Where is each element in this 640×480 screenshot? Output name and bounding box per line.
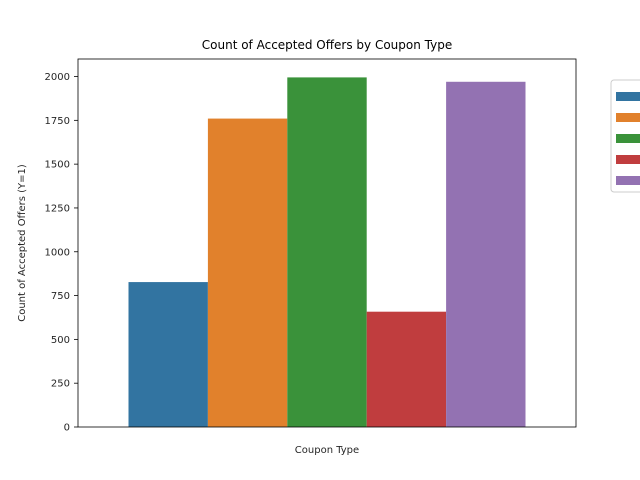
chart-title: Count of Accepted Offers by Coupon Type xyxy=(202,38,452,52)
legend-swatch-4 xyxy=(616,155,640,164)
x-axis-label: Coupon Type xyxy=(295,445,359,456)
bars-group xyxy=(128,77,526,428)
legend-swatch-3 xyxy=(616,134,640,143)
y-axis: 0 250 500 750 1000 1250 1500 1750 2000 xyxy=(45,72,78,434)
bar-5 xyxy=(446,81,526,428)
legend xyxy=(610,79,640,193)
y-tick-label: 2000 xyxy=(45,72,70,83)
legend-swatch-5 xyxy=(616,176,640,185)
y-tick-label: 1000 xyxy=(45,247,70,258)
y-tick-label: 500 xyxy=(51,335,70,346)
y-tick-label: 0 xyxy=(64,423,70,434)
bar-4 xyxy=(366,311,447,427)
bar-2 xyxy=(207,118,288,427)
legend-swatch-1 xyxy=(616,92,640,101)
y-tick-label: 250 xyxy=(51,379,70,390)
bar-1 xyxy=(128,282,208,427)
plot-frame xyxy=(77,58,577,428)
legend-swatch-2 xyxy=(616,113,640,122)
legend-swatches xyxy=(616,92,640,185)
y-tick-label: 1500 xyxy=(45,160,70,171)
y-tick-label: 1250 xyxy=(45,203,70,214)
y-axis-label: Count of Accepted Offers (Y=1) xyxy=(17,164,28,322)
y-tick-label: 1750 xyxy=(45,116,70,127)
y-tick-label: 750 xyxy=(51,291,70,302)
bar-3 xyxy=(287,77,367,428)
